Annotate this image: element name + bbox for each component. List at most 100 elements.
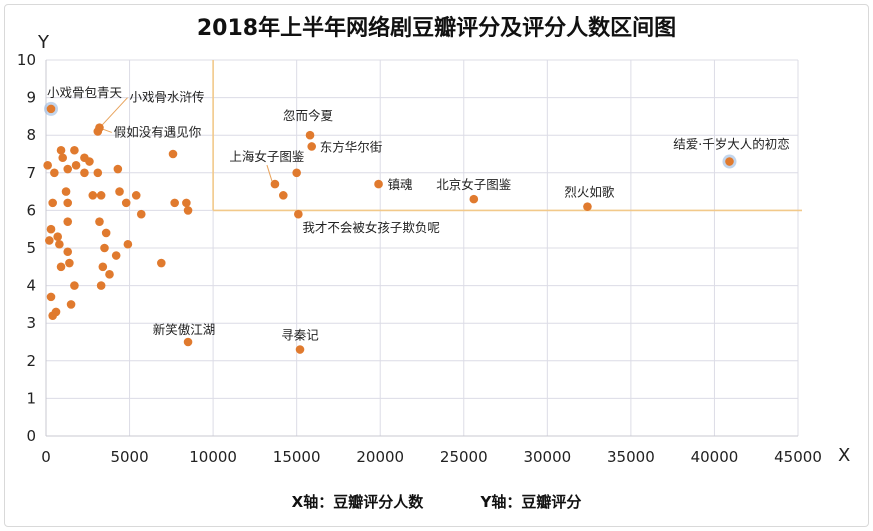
point-34 [131, 191, 141, 200]
point-52 [56, 262, 66, 272]
point-22 [85, 157, 94, 166]
point-38 [136, 209, 146, 219]
point-48 [111, 251, 121, 260]
point-label-11: 新笑傲江湖 [153, 322, 216, 337]
point-46 [101, 228, 111, 238]
x-tick-label-6: 30000 [523, 448, 571, 466]
point-label-8: 北京女子图鉴 [436, 177, 512, 192]
point-label-12: 寻秦记 [281, 328, 319, 343]
y-tick-label-4: 4 [26, 277, 36, 295]
data-points [43, 101, 737, 354]
point-35 [170, 198, 179, 208]
point-9 [583, 202, 592, 211]
point-label-6: 上海女子图鉴 [229, 149, 305, 164]
point-51 [65, 258, 74, 268]
point-7 [374, 179, 383, 189]
point-57 [96, 281, 106, 290]
chart-frame [4, 4, 869, 527]
point-50 [63, 247, 73, 257]
x-tick-label-0: 0 [41, 448, 51, 466]
x-tick-label-1: 5000 [110, 448, 148, 466]
point-10 [294, 209, 303, 219]
y-tick-label-2: 2 [26, 352, 36, 370]
point-55 [157, 258, 166, 268]
point-31 [96, 191, 106, 200]
y-tick-label-9: 9 [26, 89, 36, 107]
y-tick-label-7: 7 [26, 164, 36, 182]
point-36 [182, 198, 191, 208]
point-49 [123, 239, 133, 249]
point-label-5: 结爱·千岁大人的初恋 [673, 137, 789, 152]
x-tick-label-7: 35000 [607, 448, 655, 466]
y-tick-label-10: 10 [17, 51, 36, 69]
y-tick-label-8: 8 [26, 126, 36, 144]
point-29 [63, 198, 73, 208]
x-tick-label-2: 10000 [189, 448, 237, 466]
point-4 [307, 142, 317, 151]
point-8 [469, 194, 479, 204]
chart-title: 2018年上半年网络剧豆瓣评分及评分人数区间图 [196, 16, 677, 41]
x-tick-label-8: 40000 [691, 448, 739, 466]
point-40 [63, 217, 73, 226]
point-32 [115, 187, 124, 196]
point-19 [71, 160, 81, 170]
point-14 [50, 168, 59, 178]
gridlines [46, 59, 799, 436]
point-47 [100, 243, 109, 253]
point-6 [270, 179, 280, 189]
point-23 [93, 168, 103, 178]
point-16 [58, 153, 68, 163]
y-tick-label-0: 0 [26, 427, 36, 445]
y-tick-label-3: 3 [26, 314, 36, 332]
reference-lines [212, 60, 802, 212]
point-label-4: 东方华尔街 [320, 139, 383, 154]
point-33 [121, 198, 131, 208]
y-tick-label-6: 6 [26, 201, 36, 219]
point-30 [88, 191, 98, 200]
x-axis-caption: X轴：豆瓣评分人数 [291, 493, 424, 511]
y-tick-label-1: 1 [26, 389, 36, 407]
point-27 [278, 191, 288, 200]
point-13 [43, 160, 52, 170]
point-label-1: 小戏骨水浒传 [129, 90, 204, 105]
point-0 [46, 104, 56, 114]
axes [45, 60, 798, 437]
point-17 [63, 164, 73, 174]
x-axis-label: X [838, 445, 850, 466]
point-18 [70, 145, 79, 155]
point-label-3: 忽而今夏 [283, 108, 334, 123]
point-42 [46, 224, 56, 234]
point-39 [48, 198, 57, 208]
point-43 [53, 232, 62, 242]
y-axis-caption: Y轴：豆瓣评分 [480, 493, 582, 511]
point-label-2: 假如没有遇见你 [114, 124, 202, 139]
point-2 [93, 127, 103, 136]
point-28 [61, 187, 71, 196]
point-26 [292, 168, 301, 178]
point-24 [113, 164, 123, 174]
point-44 [45, 236, 54, 245]
y-axis-label: Y [37, 32, 50, 53]
axis-caption: X轴：豆瓣评分人数 Y轴：豆瓣评分 [0, 491, 873, 512]
point-5 [725, 157, 734, 166]
point-label-10: 我才不会被女孩子欺负呢 [302, 220, 440, 235]
leader-line-1 [102, 97, 128, 126]
point-41 [95, 217, 104, 226]
point-21 [80, 168, 89, 178]
point-53 [98, 262, 108, 272]
point-label-9: 烈火如歌 [564, 185, 615, 200]
leader-line-6 [266, 164, 273, 182]
point-15 [56, 145, 66, 155]
x-tick-label-9: 45000 [774, 448, 822, 466]
point-25 [168, 149, 178, 159]
point-54 [105, 270, 114, 279]
point-11 [183, 337, 193, 347]
point-12 [295, 345, 305, 354]
point-37 [183, 206, 193, 215]
point-45 [55, 239, 64, 249]
point-label-7: 镇魂 [388, 177, 413, 192]
tick-labels: 0 5000 10000 15000 20000 25000 30000 35000 40000… [17, 51, 822, 466]
point-label-0: 小戏骨包青天 [47, 85, 123, 100]
